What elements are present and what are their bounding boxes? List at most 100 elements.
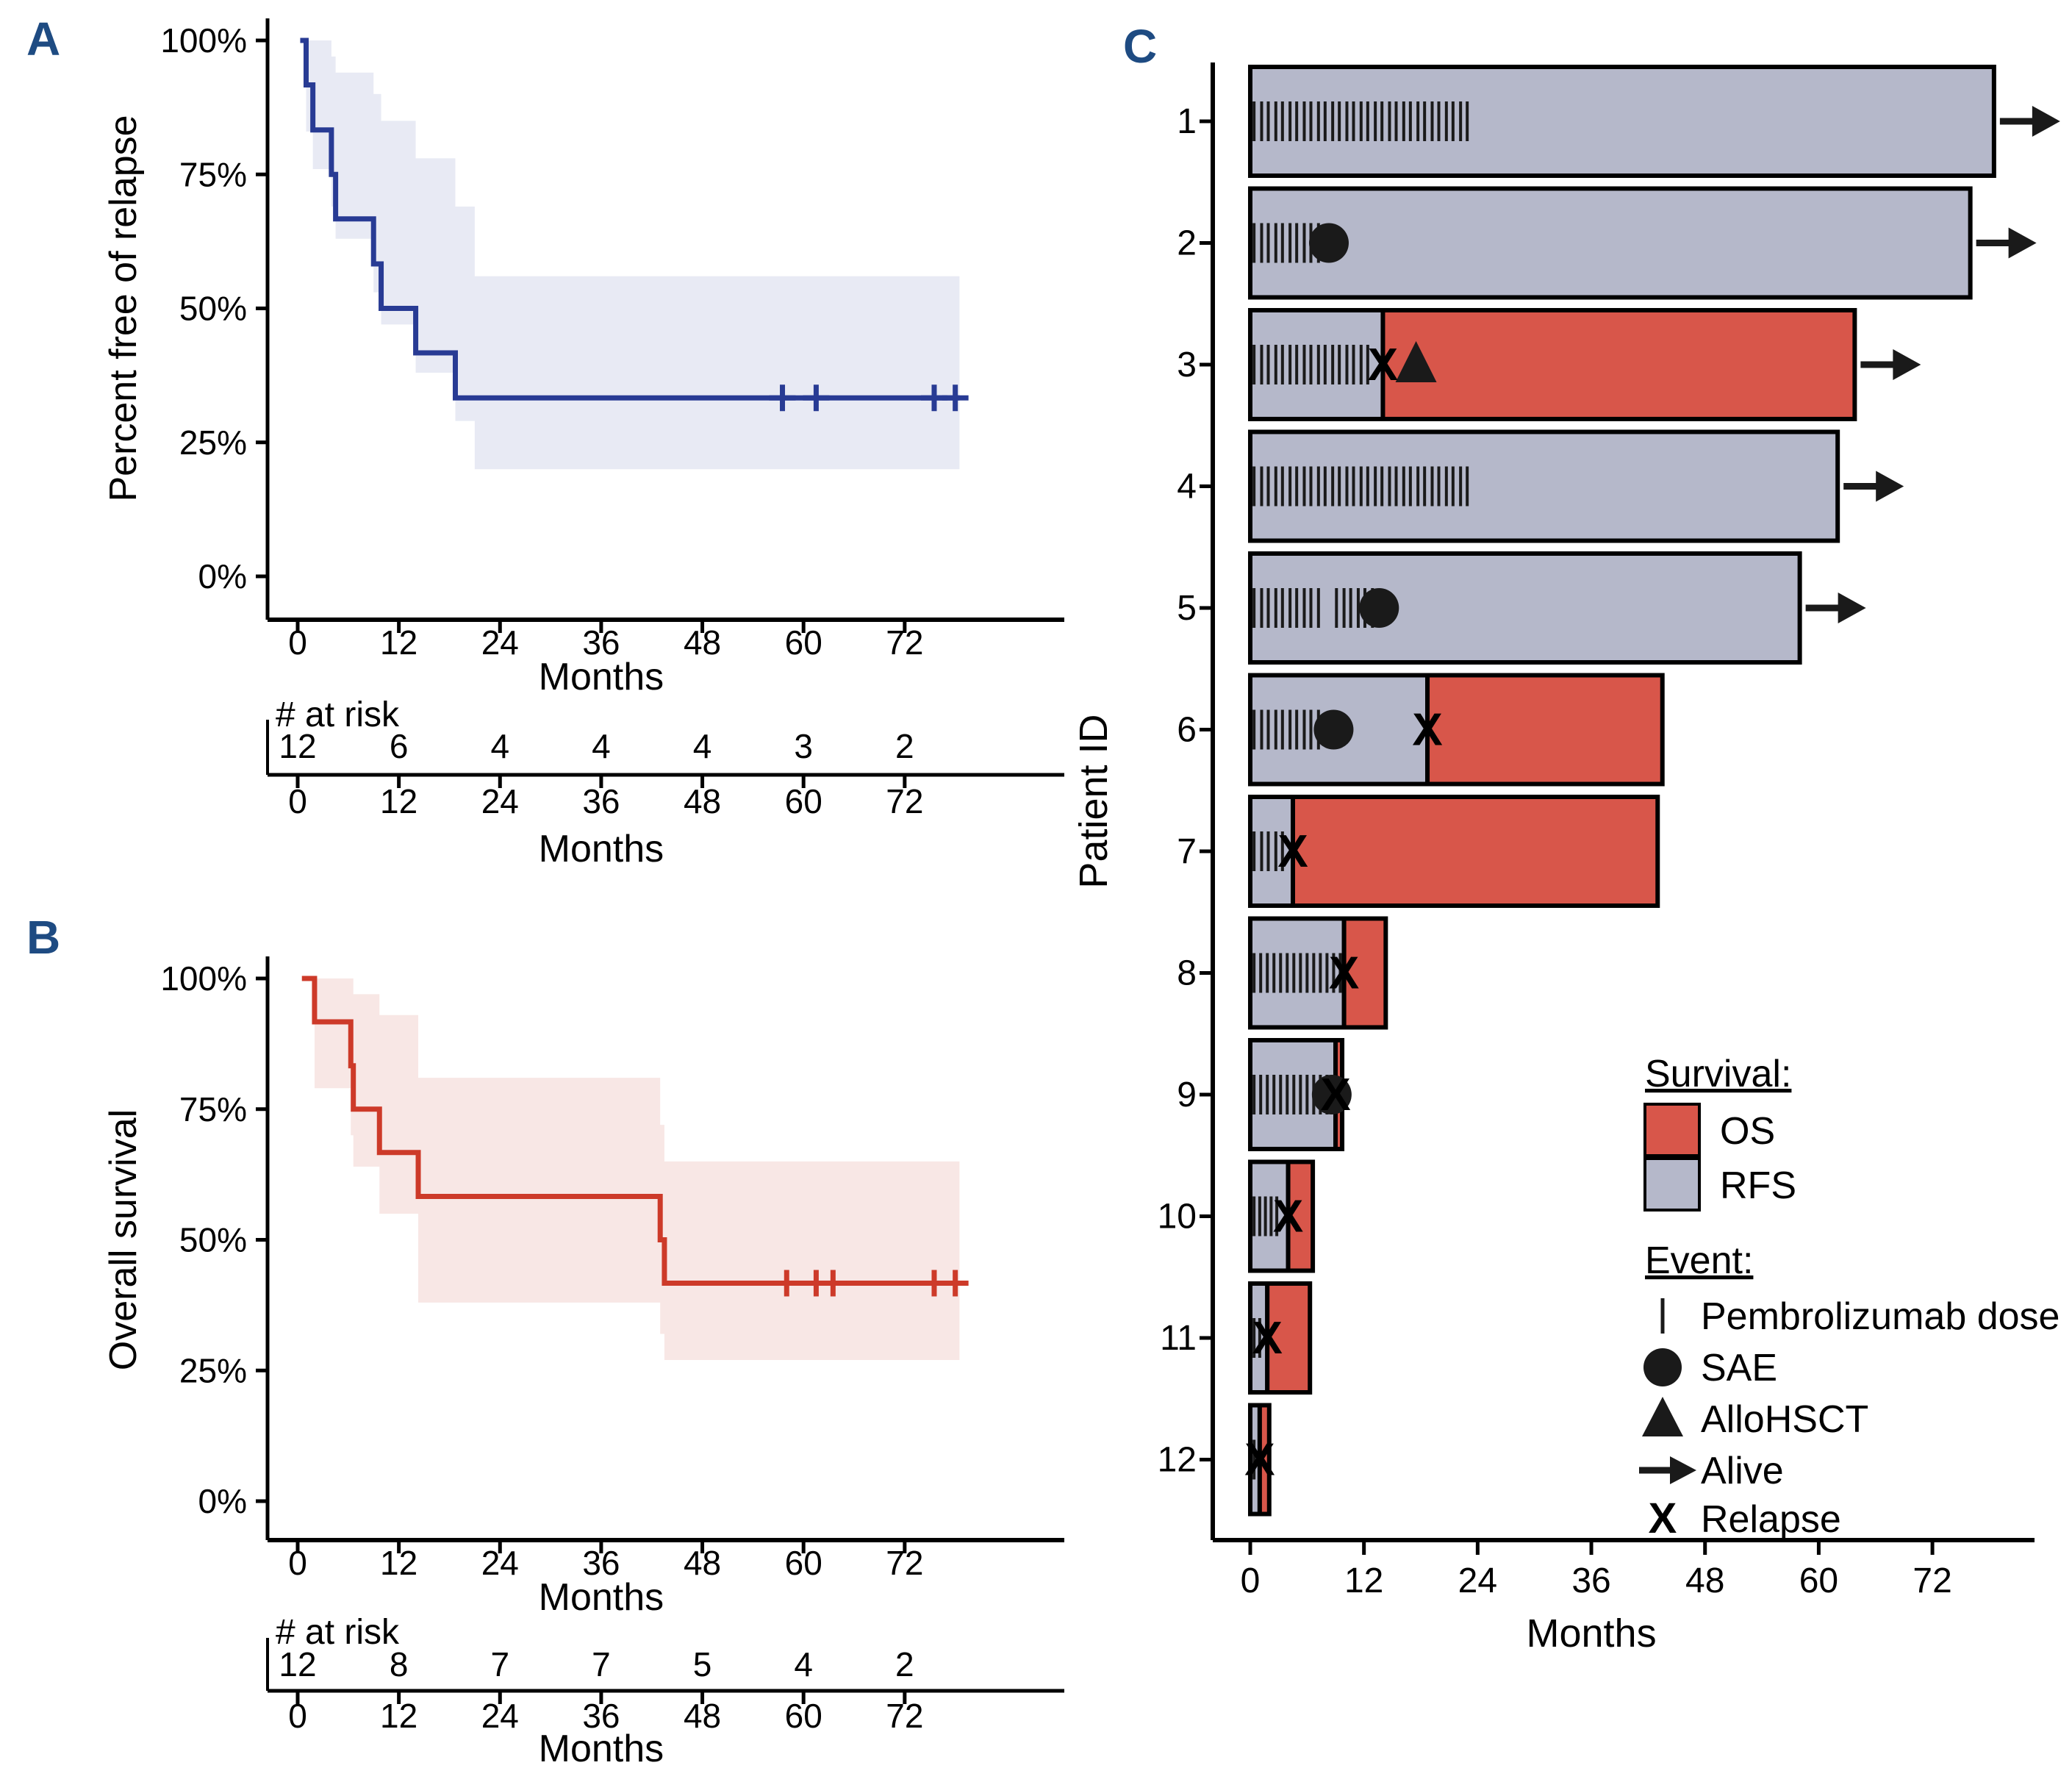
x-tick-label: 24 [1458, 1561, 1497, 1600]
risk-tick-label: 72 [886, 1697, 923, 1735]
risk-count: 6 [390, 727, 409, 765]
allohsct-marker [1395, 341, 1437, 382]
x-tick-label: 60 [785, 1544, 822, 1582]
y-tick-label: 25% [179, 423, 247, 462]
relapse-icon: X [1649, 1495, 1677, 1542]
sae-marker [1308, 223, 1349, 263]
os-bar [1257, 1403, 1272, 1517]
relapse-marker: X [1412, 705, 1442, 756]
risk-table-title: # at risk [276, 1613, 400, 1652]
panel-a-km-chart: 0%25%50%75%100%0 12 24 36 48 60 72MonthsPercen… [102, 18, 1064, 870]
x-tick-label: 0 [288, 623, 307, 662]
risk-tick-label: 0 [288, 782, 307, 820]
patient-id-label: 2 [1177, 224, 1197, 263]
risk-tick-label: 36 [582, 782, 620, 820]
x-tick-label: 0 [1241, 1561, 1261, 1600]
x-axis-title: Months [539, 1576, 664, 1619]
risk-count: 4 [592, 727, 611, 765]
patient-row: 5 [1177, 551, 1866, 665]
os-bar [1380, 308, 1857, 421]
panel-b-label: B [26, 911, 61, 964]
legend-event-label: Pembrolizumab dose [1701, 1295, 2060, 1338]
risk-count: 2 [895, 727, 914, 765]
x-tick-label: 24 [481, 623, 519, 662]
patient-row: 11 X [1160, 1281, 1313, 1395]
risk-table-title: # at risk [276, 695, 400, 734]
y-axis-title: Overall survival [102, 1109, 145, 1370]
patient-id-label: 7 [1177, 832, 1197, 871]
x-tick-label: 48 [1685, 1561, 1724, 1600]
x-tick-label: 48 [684, 623, 721, 662]
sae-icon [1643, 1348, 1682, 1386]
x-tick-label: 36 [582, 623, 620, 662]
x-tick-label: 60 [785, 623, 822, 662]
patient-id-label: 3 [1177, 346, 1197, 384]
patient-row: 1 [1177, 65, 2060, 178]
legend-event-label: AlloHSCT [1701, 1398, 1868, 1441]
panel-c-label: C [1123, 20, 1158, 73]
legend-label-os: OS [1720, 1110, 1775, 1153]
sae-marker [1313, 709, 1354, 750]
patient-row: 4 [1177, 429, 1904, 543]
x-tick-label: 36 [1571, 1561, 1610, 1600]
relapse-marker: X [1320, 1070, 1350, 1120]
risk-tick-label: 12 [380, 782, 417, 820]
y-tick-label: 50% [179, 1221, 247, 1259]
y-tick-label: 100% [160, 21, 247, 60]
patient-row: 12 X [1158, 1403, 1275, 1517]
risk-tick-label: 24 [481, 1697, 519, 1735]
patient-row: 10 X [1158, 1159, 1316, 1273]
os-bar [1341, 916, 1388, 1030]
y-tick-label: 50% [179, 290, 247, 328]
risk-count: 2 [895, 1645, 914, 1683]
risk-tick-label: 0 [288, 1697, 307, 1735]
x-axis-title: Months [539, 656, 664, 698]
legend-event-label: SAE [1701, 1347, 1777, 1389]
panel-b-km-chart: 0%25%50%75%100%0 12 24 36 48 60 72MonthsOveral… [102, 956, 1064, 1768]
legend-event-label: Alive [1701, 1450, 1784, 1492]
x-axis-title: Months [1526, 1611, 1656, 1656]
risk-tick-label: 60 [785, 1697, 822, 1735]
relapse-marker: X [1244, 1435, 1275, 1486]
y-tick-label: 75% [179, 1090, 247, 1128]
risk-count: 4 [794, 1645, 813, 1683]
patient-id-label: 10 [1158, 1198, 1197, 1236]
risk-tick-label: 36 [582, 1697, 620, 1735]
risk-tick-label: 12 [380, 1697, 417, 1735]
risk-count: 3 [794, 727, 813, 765]
x-tick-label: 12 [380, 623, 417, 662]
x-tick-label: 12 [1344, 1561, 1383, 1600]
risk-tick-label: 60 [785, 782, 822, 820]
legend-event-title: Event: [1645, 1239, 1753, 1282]
relapse-marker: X [1368, 340, 1398, 390]
risk-count: 4 [693, 727, 712, 765]
panel-a-label: A [26, 12, 61, 65]
rfs-bar [1248, 551, 1802, 665]
os-bar [1265, 1281, 1313, 1395]
risk-count: 4 [490, 727, 509, 765]
x-tick-label: 36 [582, 1544, 620, 1582]
legend-swatch-os [1643, 1103, 1701, 1157]
alive-arrow-head [2008, 227, 2037, 259]
x-tick-label: 72 [886, 623, 923, 662]
risk-count: 5 [693, 1645, 712, 1683]
relapse-marker: X [1329, 948, 1359, 999]
alive-arrow-head [1893, 349, 1921, 380]
allohsct-icon [1642, 1397, 1683, 1436]
legend-survival-title: Survival: [1645, 1053, 1791, 1095]
alive-arrow-head [1838, 593, 1866, 623]
risk-axis-title: Months [539, 1728, 664, 1768]
rfs-bar [1248, 308, 1385, 421]
x-tick-label: 48 [684, 1544, 721, 1582]
sae-marker [1359, 588, 1399, 628]
y-tick-label: 100% [160, 959, 247, 998]
x-tick-label: 12 [380, 1544, 417, 1582]
km-confidence-band [314, 978, 960, 1361]
patient-id-label: 11 [1160, 1319, 1197, 1358]
risk-tick-label: 24 [481, 782, 519, 820]
y-tick-label: 0% [198, 557, 247, 595]
rfs-bar [1248, 186, 1973, 300]
